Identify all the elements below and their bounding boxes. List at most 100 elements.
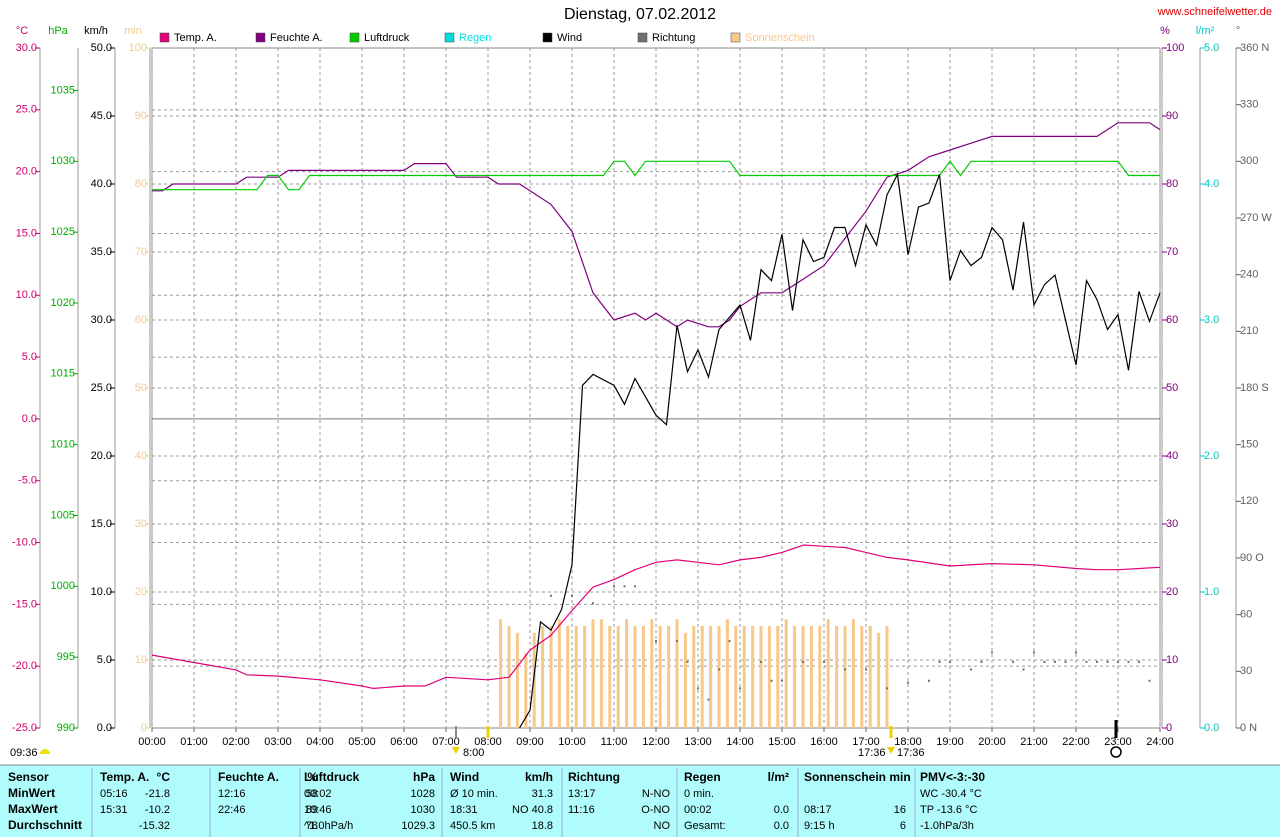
table-cell: -10.2 [145,804,170,816]
table-header: Durchschnitt [8,818,82,832]
y-tick-label: 50 [1166,382,1178,394]
legend-swatch [444,32,455,43]
y-tick-label: -15.0 [12,598,37,610]
direction-dot [707,698,710,701]
direction-dot [907,681,909,684]
bar [541,626,545,728]
table-cell: 22:46 [218,804,246,816]
table-cell: 00:02 [304,788,332,800]
lines [151,122,1161,729]
y-tick-label: 20 [1166,586,1178,598]
table-cell: 12:16 [218,788,246,800]
bar [709,626,713,728]
direction-dot [728,640,731,643]
bar [616,626,620,728]
table-cell: O-NO [641,804,670,816]
table-cell: Gesamt: [684,820,726,832]
bar [515,632,519,728]
y-tick-label: 15.0 [16,227,37,239]
y-tick-label: 20.0 [91,450,112,462]
direction-dot [949,660,951,663]
y-tick-label: 0 [1166,722,1172,734]
y-tick-label: 70 [1166,246,1178,258]
direction-dot [592,602,594,605]
direction-dot [1096,660,1098,663]
bar [860,626,864,728]
y-tick-label: 150 [1240,439,1258,451]
bar [742,626,746,728]
table-cell: 15:31 [100,804,128,816]
y-tick-label: 1025 [51,226,75,238]
y-tick-label: 1000 [51,580,75,592]
y-tick-label: 0.0 [97,722,112,734]
bar [591,619,595,728]
direction-dot [781,679,783,682]
x-tick-label: 03:00 [264,736,292,748]
bar [641,626,645,728]
direction-dot [938,660,941,663]
grid [151,48,1161,728]
y-tick-label: 30.0 [91,314,112,326]
legend-label: Temp. A. [174,32,217,44]
y-tick-label: 50.0 [91,42,112,54]
y-tick-label: 5.0 [22,351,37,363]
table-header: l/m² [768,770,789,784]
bar [717,626,721,728]
y-tick-label: 80 [1166,178,1178,190]
direction-dot [760,660,762,663]
y-tick-label: 1035 [51,84,75,96]
x-tick-label: 20:00 [978,736,1006,748]
annotation: 17:36 [858,747,886,759]
y-tick-label: 20 [135,586,147,598]
x-tick-label: 02:00 [222,736,250,748]
y-tick-label: 40 [1166,450,1178,462]
y-tick-label: 0 N [1240,722,1257,734]
y-tick-label: 1010 [51,439,75,451]
y-tick-label: 30 [1166,518,1178,530]
direction-dot [1064,660,1067,663]
direction-dot [1033,651,1035,654]
y-tick-label: 995 [57,651,75,663]
table-cell: 08:17 [804,804,832,816]
bar [566,626,570,728]
y-tick-label: 210 [1240,325,1258,337]
y-tick-label: 120 [1240,495,1258,507]
y-tick-label: -5.0 [18,475,37,487]
y-tick-label: 0.0 [22,413,37,425]
y-tick-label: 40.0 [91,178,112,190]
table-cell: -21.8 [145,788,170,800]
direction-dot [991,651,993,654]
y-tick-label: 10 [1166,654,1178,666]
table-cell: 0.0 [774,820,789,832]
bar [583,626,587,728]
bar [759,626,763,728]
table-header: Temp. A. [100,770,149,784]
direction-dot [1138,660,1140,663]
direction-dot [1012,660,1014,663]
direction-dot [739,687,741,690]
direction-dot [686,660,689,663]
x-tick-label: 16:00 [810,736,838,748]
legend-label: Sonnenschein [745,32,815,44]
y-tick-label: 0 [141,722,147,734]
y-tick-label: 2.0 [1204,450,1219,462]
table-cell: 6 [900,820,906,832]
x-tick-label: 06:00 [390,736,418,748]
direction-dot [1054,660,1056,663]
bar [801,626,805,728]
table-cell: ^1.0hPa/h [304,820,353,832]
y-tick-label: 80 [135,178,147,190]
x-tick-label: 07:00 [432,736,460,748]
direction-dot [676,640,678,643]
direction-dot [865,668,867,671]
x-tick-label: 14:00 [726,736,754,748]
legend-swatch [542,32,553,43]
bar [767,626,771,728]
bar [633,626,637,728]
table-cell: -1.0hPa/3h [920,820,974,832]
direction-dot [928,679,930,682]
x-tick-label: 15:00 [768,736,796,748]
bar [885,626,889,728]
direction-dot [970,668,972,671]
